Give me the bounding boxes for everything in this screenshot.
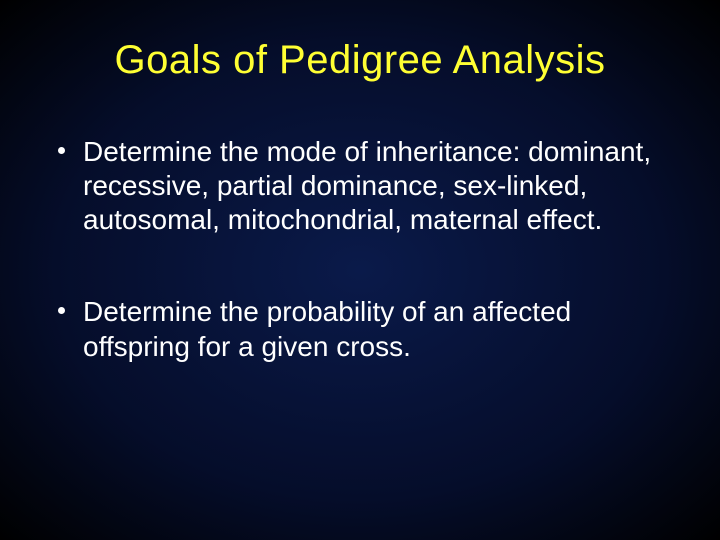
bullet-item: Determine the mode of inheritance: domin…: [56, 135, 664, 237]
bullet-list: Determine the mode of inheritance: domin…: [56, 135, 664, 364]
bullet-text: Determine the mode of inheritance: domin…: [83, 135, 664, 237]
bullet-dot-icon: [58, 307, 65, 314]
slide-title: Goals of Pedigree Analysis: [0, 0, 720, 83]
bullet-text: Determine the probability of an affected…: [83, 295, 664, 363]
bullet-dot-icon: [58, 147, 65, 154]
bullet-item: Determine the probability of an affected…: [56, 295, 664, 363]
slide: Goals of Pedigree Analysis Determine the…: [0, 0, 720, 540]
